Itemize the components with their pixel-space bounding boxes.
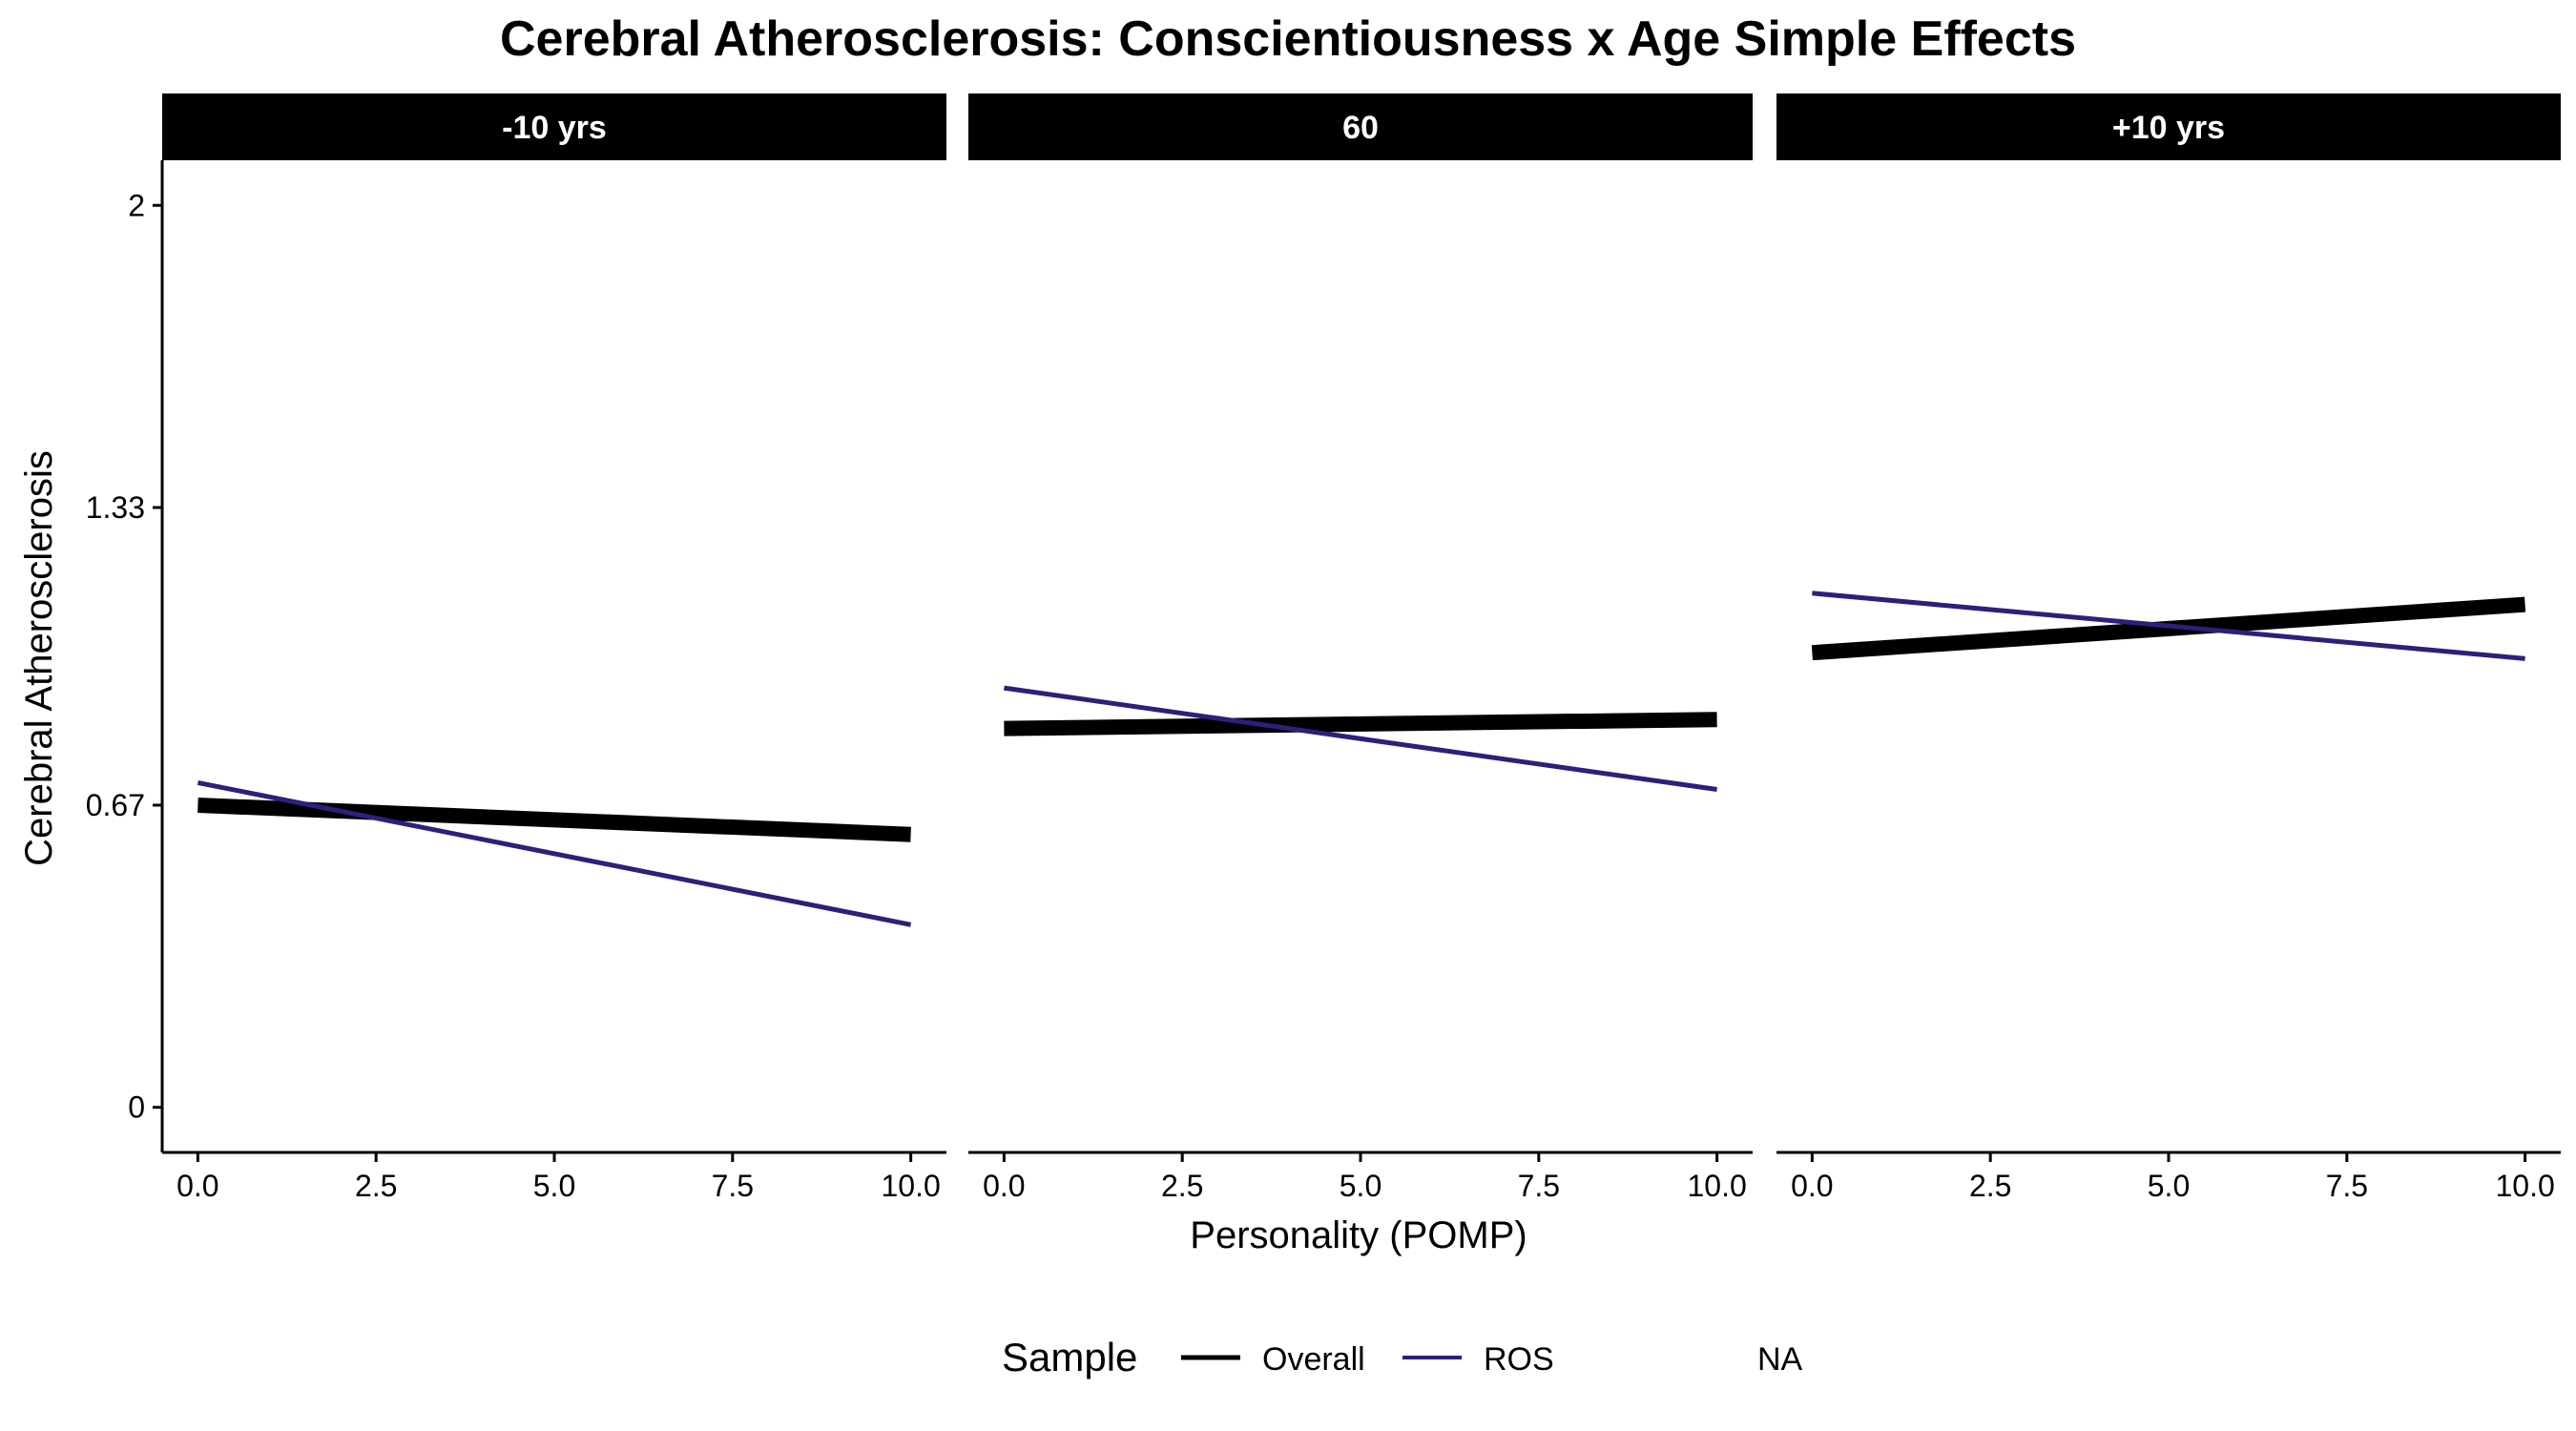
series-line-overall: [197, 798, 911, 842]
series-line-overall: [1004, 712, 1717, 736]
x-tick-label: 0.0: [177, 1169, 218, 1203]
facet-panel: -10 yrs 0.0 2.5 5.0 7.5 10.0 0 0.67 1.33 2: [86, 93, 946, 1203]
facet-strip-label: 60: [1342, 110, 1379, 146]
facet-strip-label: -10 yrs: [502, 110, 607, 146]
x-tick-label: 0.0: [1791, 1169, 1833, 1203]
series-line-ros: [197, 779, 912, 927]
legend-title: Sample: [1002, 1335, 1137, 1379]
facet-panel: +10 yrs 0.0 2.5 5.0 7.5 10.0: [1776, 93, 2561, 1203]
x-tick-label: 10.0: [881, 1169, 940, 1203]
facet-strip: [968, 93, 1753, 160]
x-tick-label: 5.0: [533, 1169, 575, 1203]
x-tick-label: 7.5: [712, 1169, 754, 1203]
facet-strip: [162, 93, 946, 160]
x-tick-label: 10.0: [1687, 1169, 1746, 1203]
facet-strip: [1776, 93, 2561, 160]
y-tick-label: 0.67: [86, 788, 145, 822]
x-axis-title: Personality (POMP): [1190, 1214, 1527, 1256]
x-tick-label: 2.5: [1969, 1169, 2011, 1203]
facet-strip-label: +10 yrs: [2112, 110, 2225, 146]
series-line-overall: [1811, 596, 2526, 661]
x-tick-label: 0.0: [983, 1169, 1025, 1203]
y-tick-label: 1.33: [86, 490, 145, 525]
facet-panels: -10 yrs 0.0 2.5 5.0 7.5 10.0 0 0.67 1.33 2 60 0.0 2.…: [86, 93, 2561, 1203]
x-tick-label: 2.5: [1161, 1169, 1203, 1203]
x-tick-label: 2.5: [355, 1169, 397, 1203]
legend: Sample Overall ROS NA: [1002, 1335, 1803, 1379]
legend-label-na: NA: [1757, 1341, 1803, 1378]
chart-title: Cerebral Atherosclerosis: Conscientiousn…: [500, 11, 2076, 67]
legend-label-overall: Overall: [1262, 1341, 1365, 1378]
facet-panel: 60 0.0 2.5 5.0 7.5 10.0: [968, 93, 1753, 1203]
y-tick-label: 0: [128, 1090, 145, 1125]
y-axis-title: Cerebral Atherosclerosis: [18, 450, 60, 866]
legend-label-ros: ROS: [1484, 1341, 1554, 1378]
x-tick-label: 7.5: [2326, 1169, 2368, 1203]
x-tick-label: 7.5: [1518, 1169, 1560, 1203]
series-line-ros: [1004, 685, 1717, 792]
series-line-ros: [1812, 591, 2525, 661]
x-tick-label: 10.0: [2495, 1169, 2554, 1203]
x-tick-label: 5.0: [2148, 1169, 2190, 1203]
y-tick-label: 2: [128, 188, 145, 222]
x-tick-label: 5.0: [1340, 1169, 1381, 1203]
